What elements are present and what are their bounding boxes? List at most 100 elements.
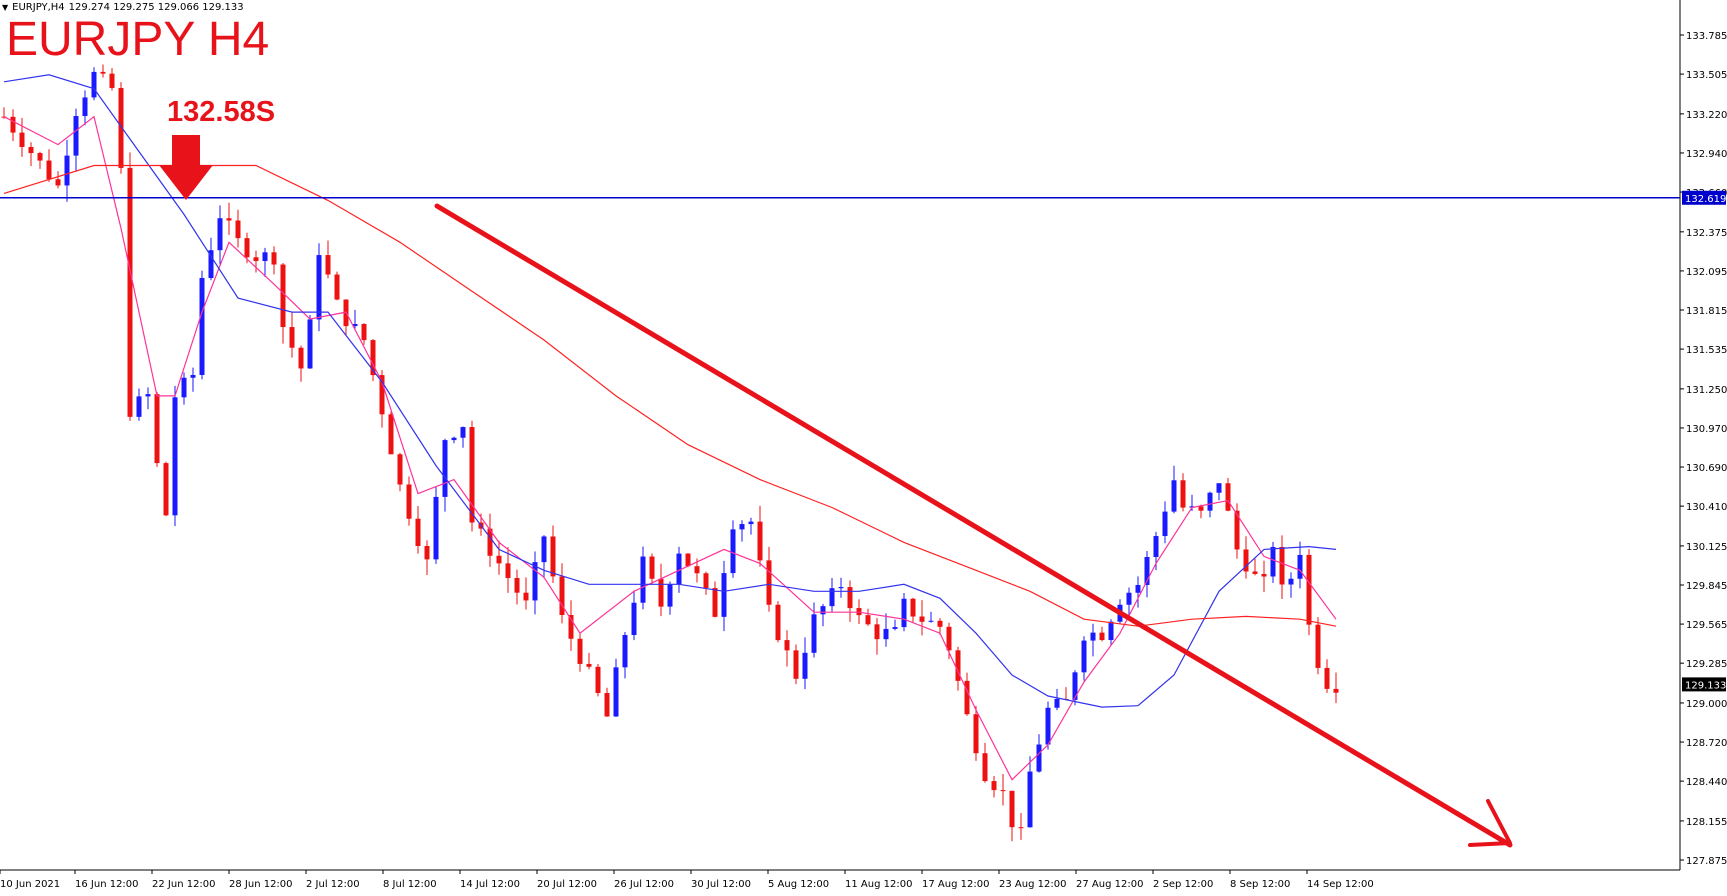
candle-up [73, 116, 79, 156]
x-tick-label: 2 Jul 12:00 [306, 879, 360, 890]
candle-up [631, 602, 637, 636]
candle-down [28, 146, 34, 154]
candle-down [784, 640, 790, 651]
candle-down [496, 555, 502, 564]
candle-down [919, 616, 925, 622]
candle-down [487, 528, 493, 556]
candle-down [289, 327, 295, 348]
candle-down [766, 560, 772, 605]
candle-down [991, 781, 997, 791]
candle-down [325, 255, 331, 275]
candle-down [1324, 667, 1330, 689]
trend-arrow-head-icon [1468, 799, 1512, 847]
candle-up [1171, 480, 1177, 512]
candle-down [415, 518, 421, 547]
moving-average-line [3, 115, 1337, 781]
candle-up [892, 627, 898, 629]
candle-down [550, 536, 556, 577]
candle-up [1027, 771, 1033, 828]
candle-up [1288, 578, 1294, 585]
candle-down [118, 87, 124, 168]
candle-down [694, 566, 700, 574]
candle-up [1108, 621, 1114, 641]
candle-down [10, 116, 16, 133]
x-tick-label: 26 Jul 12:00 [614, 879, 674, 890]
dropdown-caret-icon[interactable]: ▼ [2, 2, 9, 12]
current-price-label: 129.133 [1685, 680, 1726, 691]
candle-up [136, 396, 142, 417]
candle-up [1207, 492, 1213, 511]
candle-up [667, 584, 673, 607]
candle-up [730, 529, 736, 574]
candle-up [721, 573, 727, 617]
y-tick-label: 131.535 [1686, 345, 1727, 356]
candle-up [613, 667, 619, 717]
candle-down [703, 573, 709, 589]
candle-down [280, 264, 286, 328]
candle-down [937, 620, 943, 627]
y-axis: 133.785133.505133.220132.940132.660132.3… [1679, 0, 1727, 870]
x-tick-label: 28 Jun 12:00 [229, 879, 293, 890]
y-tick-label: 130.125 [1686, 542, 1727, 553]
candle-down [298, 347, 304, 369]
candle-down [514, 578, 520, 593]
candle-up [1126, 592, 1132, 605]
candle-down [109, 73, 115, 88]
candle-up [190, 374, 196, 378]
candle-up [838, 587, 844, 589]
candle-up [208, 250, 214, 279]
candle-up [1045, 707, 1051, 745]
chart-title: EURJPY H4 [6, 13, 270, 66]
candle-down [1333, 688, 1339, 693]
candle-down [856, 608, 862, 616]
candle-up [1297, 554, 1303, 579]
x-axis: 10 Jun 2021 16 Jun 12:00 22 Jun 12:00 28 Ju… [0, 869, 1680, 890]
candle-up [901, 598, 907, 628]
candle-down [370, 340, 376, 376]
candle-down [847, 587, 853, 609]
y-tick-label: 129.845 [1686, 581, 1727, 592]
candle-down [1279, 546, 1285, 585]
candle-down [397, 454, 403, 485]
x-tick-label: 8 Sep 12:00 [1230, 879, 1290, 890]
candle-up [91, 71, 97, 98]
candle-up [802, 652, 808, 679]
candle-down [163, 463, 169, 516]
candle-up [811, 614, 817, 653]
candle-down [424, 546, 430, 560]
candle-up [442, 440, 448, 497]
moving-averages-layer [3, 74, 1337, 781]
candle-down [1009, 790, 1015, 828]
candle-down [1234, 510, 1240, 550]
current-price-tag [1682, 677, 1726, 692]
candle-down [559, 576, 565, 616]
x-tick-label: 2 Sep 12:00 [1153, 879, 1213, 890]
y-tick-label: 130.410 [1686, 502, 1727, 513]
candle-up [82, 97, 88, 117]
candle-down [379, 375, 385, 415]
candle-down [361, 324, 367, 341]
candle-down [1261, 573, 1267, 577]
candle-up [883, 628, 889, 640]
candle-down [523, 592, 529, 601]
candle-down [1018, 827, 1024, 829]
candle-up [1072, 672, 1078, 700]
x-tick-label: 10 Jun 2021 [0, 879, 60, 890]
candle-down [964, 680, 970, 715]
candle-down [982, 753, 988, 782]
candle-up [352, 324, 358, 327]
candle-down [577, 638, 583, 664]
candle-up [1162, 511, 1168, 537]
candle-down [955, 650, 961, 681]
y-tick-label: 128.720 [1686, 738, 1727, 749]
candle-up [181, 377, 187, 398]
y-tick-label: 132.375 [1686, 228, 1727, 239]
candle-down [505, 563, 511, 579]
candle-down [388, 414, 394, 455]
candle-down [712, 588, 718, 617]
candle-down [1306, 554, 1312, 625]
symbol-label: EURJPY,H4 [12, 1, 65, 13]
candle-down [235, 220, 241, 239]
candle-up [307, 319, 313, 369]
